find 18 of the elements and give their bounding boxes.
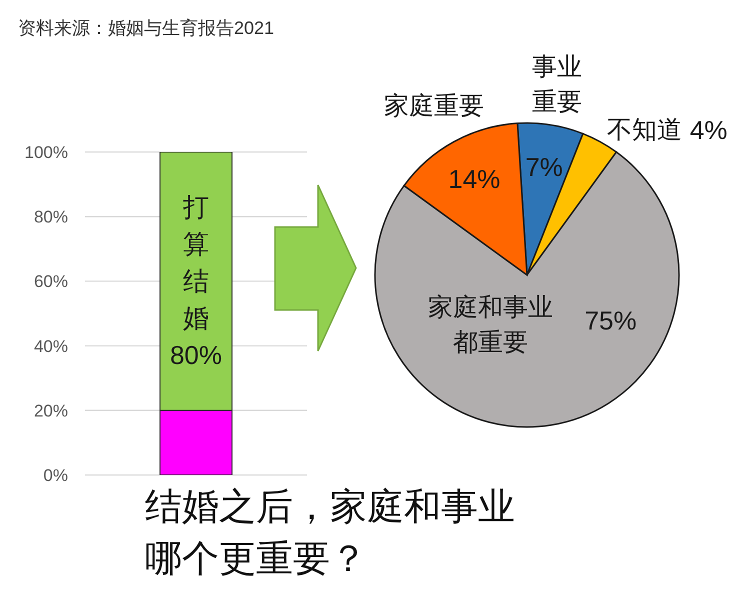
text: 资料来源：婚姻与生育报告2021 [18, 17, 274, 40]
y-tick-label: 80% [34, 208, 68, 227]
slice-label: 不知道 [606, 116, 682, 144]
data-label: 80% [170, 340, 222, 370]
y-tick-label: 100% [24, 143, 68, 162]
slice-label: 家庭和事业都重要 [428, 294, 554, 357]
y-tick-label: 60% [34, 272, 68, 292]
text: 结婚之后，家庭和事业哪个更重要？ [145, 486, 516, 582]
data-label: 14% [448, 164, 500, 194]
slice-label: 家庭重要 [384, 92, 484, 120]
y-tick-label: 40% [34, 336, 68, 356]
y-tick-label: 0% [43, 466, 68, 486]
data-label: 7% [525, 152, 563, 182]
data-label: 4% [690, 114, 728, 145]
y-tick-label: 20% [34, 401, 68, 420]
slice-label: 事业重要 [532, 52, 582, 116]
data-label: 75% [584, 306, 637, 336]
series-label: 打算结婚 [182, 192, 209, 334]
